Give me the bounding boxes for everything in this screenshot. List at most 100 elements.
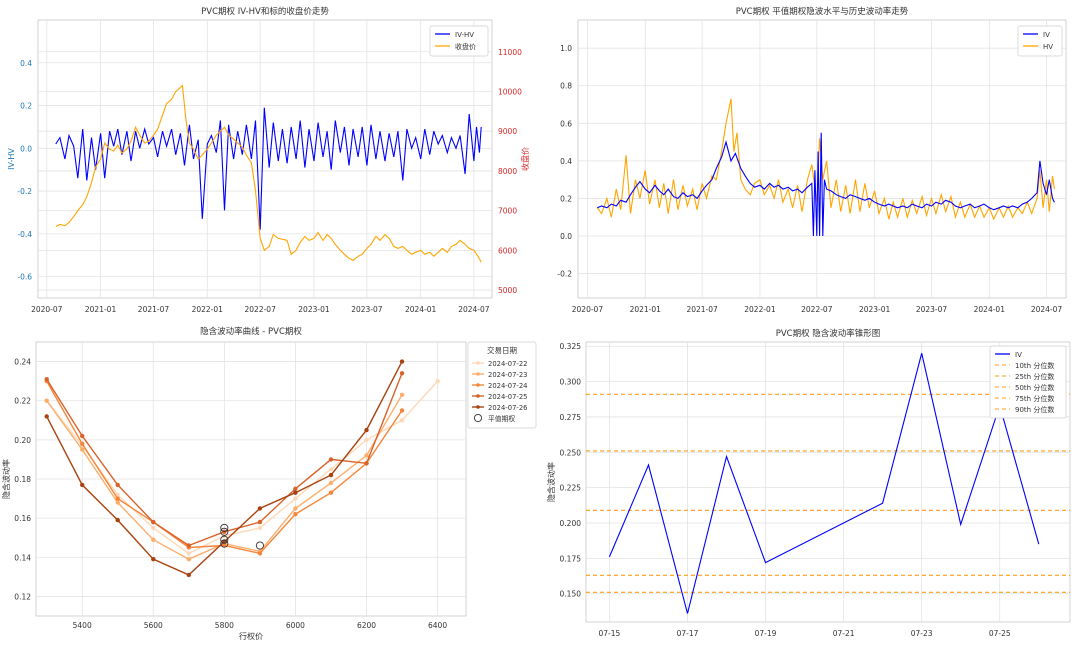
x-tick-label: 2023-01 [859, 305, 891, 314]
x-tick-label: 5600 [144, 621, 163, 630]
x-tick-label: 07-17 [677, 629, 699, 638]
x-tick-label: 07-15 [599, 629, 621, 638]
smile-point [293, 496, 298, 501]
chart-title: PVC期权 平值期权隐波水平与历史波动率走势 [736, 6, 909, 17]
smile-point [44, 414, 49, 419]
legend-label: 50th 分位数 [1015, 383, 1054, 392]
legend-label: IV-HV [455, 31, 474, 39]
y-axis-label-left: IV-HV [7, 148, 16, 170]
y-axis-label: 隐含波动率 [546, 462, 556, 502]
y-tick-label-right: 9000 [498, 127, 517, 136]
chart-vol-smile: 5400 5600 5800 6000 6200 6400 0.12 0.14 0.16 0.18… [0, 322, 540, 646]
smile-point [186, 551, 191, 556]
smile-point [364, 453, 369, 458]
legend-swatch-dot [476, 383, 480, 387]
legend-label: 2024-07-25 [488, 393, 528, 401]
smile-point [44, 377, 49, 382]
smile-point [186, 557, 191, 562]
x-tick-label: 2021-01 [630, 305, 662, 314]
smile-point [186, 543, 191, 548]
y-tick-label-right: 5000 [498, 286, 517, 295]
chart-title: 隐含波动率曲线 - PVC期权 [200, 326, 302, 337]
y-tick-label: 0.20 [14, 436, 31, 445]
smile-point [293, 486, 298, 491]
legend-label: 收盘价 [455, 42, 476, 51]
y-tick-label: 0.22 [14, 397, 31, 406]
y-tick-label: 0.200 [560, 519, 582, 528]
x-tick-label: 6000 [286, 621, 305, 630]
legend-swatch-dot [476, 394, 480, 398]
x-axis-label: 行权价 [239, 631, 263, 641]
smile-point [80, 441, 85, 446]
y-tick-label: 0.300 [560, 378, 582, 387]
smile-point [399, 371, 405, 376]
chart-iv-hv-price: 2020-07 2021-01 2021-07 2022-01 2022-07 2023-… [0, 0, 540, 322]
x-tick-label: 5800 [215, 621, 234, 630]
y-tick-label: 0.12 [14, 592, 31, 601]
smile-point [115, 496, 120, 501]
legend-swatch-dot [476, 361, 480, 365]
legend-label: 90th 分位数 [1015, 405, 1054, 414]
x-tick-label: 2020-07 [31, 305, 63, 314]
y-tick-label-left: -0.6 [17, 273, 32, 282]
x-tick-label: 07-25 [989, 629, 1011, 638]
smile-point [293, 490, 298, 495]
legend-box [467, 341, 537, 429]
smile-point [293, 506, 298, 511]
x-tick-label: 2024-01 [974, 305, 1006, 314]
atm-marker [220, 523, 229, 532]
legend-box [1017, 25, 1063, 57]
y-tick-label: 0.250 [560, 448, 582, 457]
atm-marker [220, 527, 229, 536]
legend-label: HV [1043, 43, 1053, 51]
smile-point [257, 506, 263, 511]
smile-point [364, 461, 369, 466]
legend-label: 2024-07-24 [488, 382, 528, 390]
legend-atm-marker [473, 413, 483, 423]
y-tick-label: -0.2 [557, 270, 572, 279]
iv-line [608, 353, 1040, 614]
y-tick-label-right: 8000 [498, 167, 517, 176]
smile-point [328, 480, 334, 486]
legend-title: 交易日期 [487, 345, 517, 355]
smile-point [399, 392, 405, 397]
series-line-0 [596, 132, 1055, 237]
y-tick-label: 0.325 [560, 342, 582, 351]
smile-line-0 [46, 380, 439, 555]
y-tick-label: 0.150 [560, 590, 582, 599]
smile-point [151, 525, 156, 531]
smile-point [186, 572, 191, 578]
y-tick-label: 0.2 [560, 194, 572, 203]
y-tick-label-right: 7000 [498, 207, 517, 216]
smile-point [293, 512, 298, 517]
legend-label: 10th 分位数 [1015, 361, 1054, 370]
smile-point [399, 418, 405, 423]
smile-point [435, 378, 440, 384]
smile-point [257, 519, 263, 525]
y-tick-label: 0.24 [14, 358, 31, 367]
series-line-1 [55, 84, 482, 263]
y-tick-label-left: -0.2 [17, 187, 32, 196]
chart-atm-iv-hv: 2020-07 2021-01 2021-07 2022-01 2022-07 2023-… [540, 0, 1080, 322]
y-tick-label-left: 0.2 [20, 102, 32, 111]
smile-point [115, 500, 120, 505]
smile-point [151, 557, 156, 562]
y-tick-label: 0.175 [560, 554, 582, 563]
x-tick-label: 2022-07 [245, 305, 277, 314]
plot-frame [37, 19, 493, 299]
x-tick-label: 2022-01 [192, 305, 224, 314]
x-tick-label: 2024-01 [405, 305, 437, 314]
x-tick-label: 2022-07 [801, 305, 833, 314]
smile-point [399, 359, 405, 364]
atm-marker [255, 541, 264, 550]
x-tick-label: 2023-01 [298, 305, 330, 314]
atm-marker [220, 539, 229, 548]
smile-point [257, 551, 263, 556]
chart-vol-cone: 07-15 07-17 07-19 07-21 07-23 07-25 0.150 0.175… [540, 322, 1080, 646]
y-tick-label-right: 11000 [498, 48, 522, 57]
smile-point [257, 525, 263, 531]
legend-label: 2024-07-22 [488, 360, 528, 368]
smile-point [80, 447, 85, 452]
x-tick-label: 6200 [357, 621, 376, 630]
chart-title: PVC期权 隐含波动率锥形图 [776, 328, 881, 339]
